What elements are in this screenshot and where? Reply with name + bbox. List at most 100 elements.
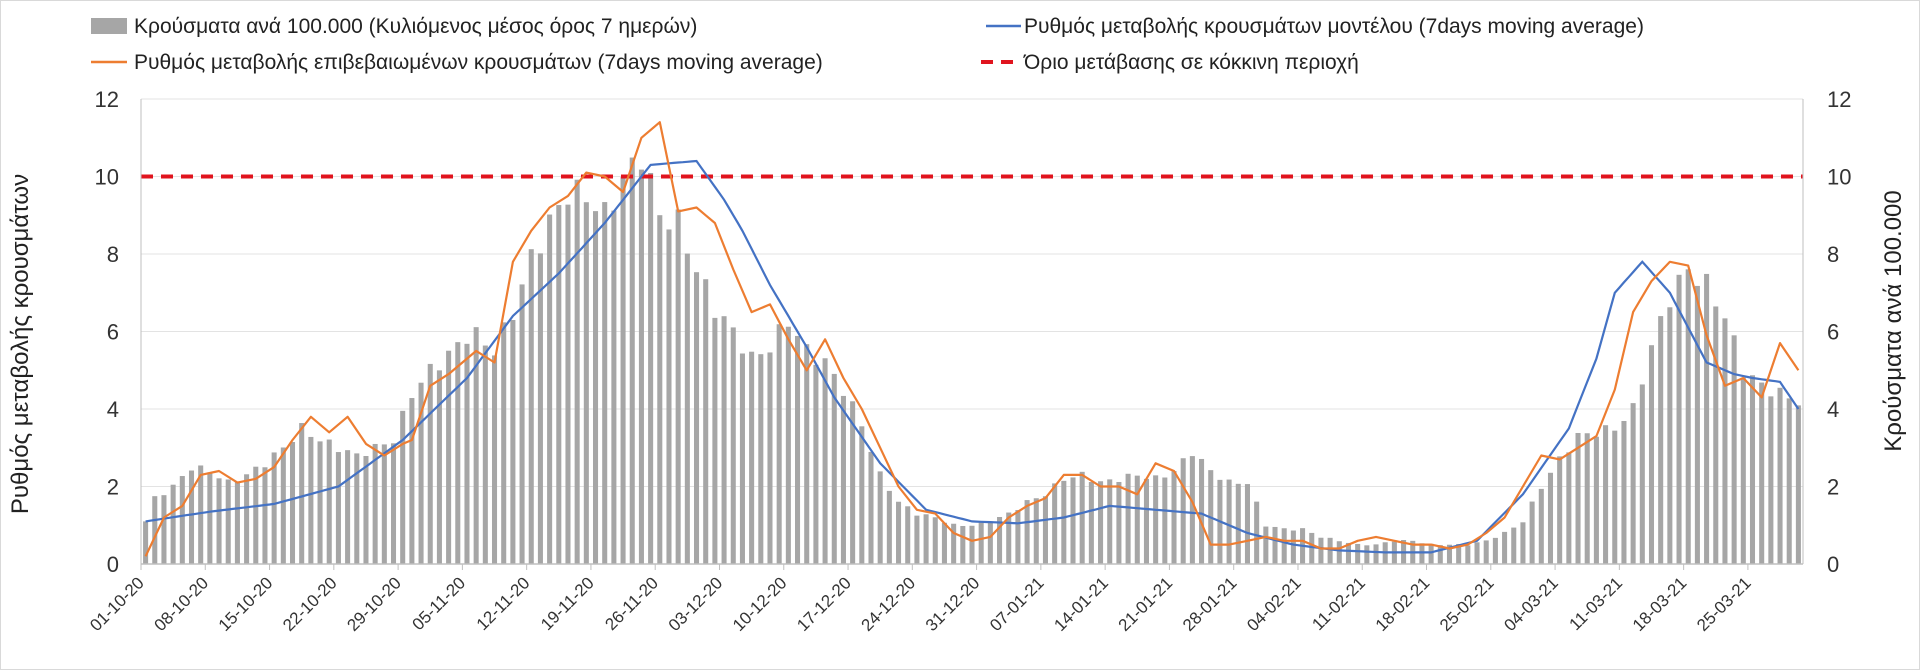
bar: [638, 169, 644, 564]
gridlines: [141, 98, 1803, 487]
bar: [629, 157, 635, 564]
bar: [978, 521, 984, 564]
x-tick-label: 14-01-21: [1050, 573, 1112, 635]
bar: [1603, 425, 1609, 564]
y-tick-left: 10: [95, 165, 119, 190]
x-tick-label: 25-03-21: [1693, 573, 1755, 635]
bar: [694, 272, 700, 564]
y-ticks-left: 0 2 4 6 8 10 12: [95, 87, 119, 577]
bar: [1456, 543, 1462, 564]
bar: [822, 358, 828, 564]
bar: [207, 472, 213, 564]
y-tick-right: 10: [1827, 165, 1851, 190]
y-axis-right-title: Κρούσματα ανά 100.000: [1880, 190, 1907, 452]
bar: [161, 495, 167, 564]
bar: [850, 401, 856, 564]
bar: [767, 352, 773, 564]
bar: [455, 342, 461, 564]
x-tick-label: 04-02-21: [1243, 573, 1305, 635]
y-tick-left: 4: [107, 397, 119, 422]
bar: [703, 279, 709, 564]
bar: [877, 471, 883, 564]
bar: [519, 284, 525, 564]
bar: [1042, 496, 1048, 564]
bar: [1235, 483, 1241, 564]
bar: [583, 202, 589, 564]
bar: [758, 354, 764, 564]
x-tick-label: 10-12-20: [729, 573, 791, 635]
bar: [1437, 545, 1443, 564]
legend-threshold-label: Όριο μετάβασης σε κόκκινη περιοχή: [1023, 51, 1359, 74]
x-tick-label: 21-01-21: [1115, 573, 1177, 635]
x-tick-label: 17-12-20: [793, 573, 855, 635]
bar: [381, 444, 387, 564]
bar: [1281, 528, 1287, 564]
bar: [1465, 545, 1471, 564]
bar: [666, 229, 672, 564]
bar: [1786, 398, 1792, 564]
bar: [262, 467, 268, 564]
bar: [354, 453, 360, 564]
x-tick-label: 03-12-20: [665, 573, 727, 635]
bar: [491, 355, 498, 564]
bar: [905, 506, 911, 564]
bar: [675, 209, 681, 564]
bar: [1704, 273, 1710, 564]
bar: [1153, 475, 1159, 564]
y-tick-right: 0: [1827, 552, 1839, 577]
bar: [1309, 532, 1315, 564]
model-line: [145, 159, 1800, 554]
bar: [1795, 405, 1801, 564]
bar: [1162, 477, 1168, 564]
bar: [1125, 473, 1131, 564]
bar: [1318, 537, 1324, 564]
bar: [840, 395, 846, 564]
x-tick-label: 08-10-20: [151, 573, 213, 635]
bar: [1731, 335, 1737, 564]
bar: [611, 210, 617, 564]
bar: [1088, 482, 1094, 564]
bar: [712, 317, 718, 564]
x-tick-label: 26-11-20: [601, 573, 662, 634]
bar: [813, 364, 819, 564]
bar: [1345, 542, 1352, 564]
bar: [335, 452, 341, 564]
bar: [446, 350, 452, 564]
bar: [152, 496, 158, 564]
bar: [198, 465, 204, 564]
bar: [1502, 531, 1508, 564]
bar: [592, 211, 599, 564]
bar: [143, 521, 149, 564]
bar: [923, 514, 929, 564]
bar: [749, 351, 755, 564]
bar: [556, 205, 562, 565]
bar: [244, 474, 250, 564]
bar: [648, 172, 654, 565]
bar: [170, 484, 176, 564]
bar: [1079, 471, 1085, 564]
y-ticks-right: 0 2 4 6 8 10 12: [1827, 87, 1851, 577]
bar: [271, 452, 277, 564]
bar: [1070, 477, 1076, 564]
bar: [776, 324, 782, 564]
bar: [886, 490, 892, 564]
bar: [1722, 318, 1728, 564]
bar: [1740, 377, 1746, 564]
bar: [1272, 526, 1278, 564]
bar: [1290, 530, 1296, 564]
bar: [1061, 480, 1067, 564]
bar: [574, 179, 580, 565]
x-tick-label: 11-02-21: [1308, 573, 1369, 634]
bar: [1593, 436, 1599, 564]
y-tick-left: 6: [107, 320, 119, 345]
bar: [1355, 543, 1361, 564]
y-tick-right: 4: [1827, 397, 1839, 422]
bar: [1777, 387, 1783, 564]
bar: [1474, 542, 1480, 564]
x-tick-label: 29-10-20: [343, 573, 405, 635]
x-tick-label: 19-11-20: [537, 573, 598, 634]
x-tick-label: 31-12-20: [922, 573, 984, 635]
y-tick-right: 6: [1827, 320, 1839, 345]
bar: [1557, 456, 1563, 564]
